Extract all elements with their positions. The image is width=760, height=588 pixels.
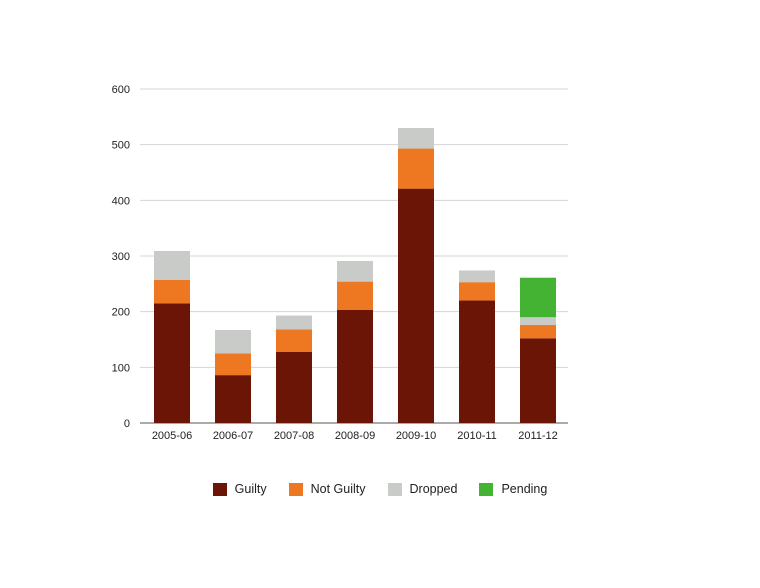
bar-dropped-2008-09	[337, 261, 373, 282]
bar-guilty-2008-09	[337, 309, 373, 423]
x-tick-label: 2009-10	[396, 430, 436, 442]
x-tick-label: 2010-11	[457, 430, 497, 442]
bar-not-guilty-2008-09	[337, 281, 373, 310]
bar-guilty-2006-07	[215, 375, 251, 423]
bar-not-guilty-2011-12	[520, 325, 556, 339]
legend-label-not-guilty: Not Guilty	[310, 482, 366, 496]
bar-guilty-2007-08	[276, 351, 312, 423]
bar-not-guilty-2010-11	[459, 282, 495, 301]
legend-item-dropped[interactable]: Dropped	[387, 482, 458, 496]
bar-not-guilty-2007-08	[276, 329, 312, 352]
legend-label-guilty: Guilty	[234, 482, 267, 496]
y-tick-label: 100	[112, 362, 130, 374]
x-tick-label: 2008-09	[335, 430, 375, 442]
x-tick-label: 2005-06	[152, 430, 192, 442]
stacked-bar-chart: 0 100 200 300 400 500 600 2005-06 2006-07 2007-0…	[112, 84, 568, 442]
x-tick-label: 2006-07	[213, 430, 253, 442]
y-axis-ticks: 0 100 200 300 400 500 600	[112, 84, 130, 430]
bar-dropped-2005-06	[154, 250, 190, 280]
bar-dropped-2010-11	[459, 270, 495, 283]
x-tick-label: 2011-12	[518, 430, 558, 442]
y-tick-label: 500	[112, 140, 130, 152]
bar-dropped-2007-08	[276, 315, 312, 330]
bar-not-guilty-2009-10	[398, 148, 434, 189]
legend-item-guilty[interactable]: Guilty	[212, 482, 267, 496]
y-tick-label: 300	[112, 251, 130, 263]
bar-guilty-2011-12	[520, 338, 556, 423]
legend-item-not-guilty[interactable]: Not Guilty	[288, 482, 366, 496]
bar-not-guilty-2006-07	[215, 353, 251, 376]
bar-not-guilty-2005-06	[154, 279, 190, 304]
legend-swatch-pending	[479, 482, 494, 496]
legend-label-dropped: Dropped	[409, 482, 458, 496]
y-tick-label: 200	[112, 307, 130, 319]
legend-swatch-not-guilty	[288, 482, 303, 496]
legend-item-pending[interactable]: Pending	[479, 482, 547, 496]
bar-dropped-2011-12	[520, 317, 556, 326]
bar-guilty-2009-10	[398, 188, 434, 423]
bars	[154, 127, 556, 423]
bar-dropped-2009-10	[398, 127, 434, 149]
legend-label-pending: Pending	[501, 482, 548, 496]
y-tick-label: 0	[124, 418, 130, 430]
y-tick-label: 400	[112, 195, 130, 207]
x-tick-label: 2007-08	[274, 430, 314, 442]
y-tick-label: 600	[112, 84, 130, 96]
bar-pending-2011-12	[520, 277, 556, 318]
x-axis-ticks: 2005-06 2006-07 2007-08 2008-09 2009-10 2010-…	[152, 430, 558, 442]
bar-guilty-2005-06	[154, 303, 190, 423]
bar-guilty-2010-11	[459, 300, 495, 423]
bar-dropped-2006-07	[215, 330, 251, 354]
legend: Guilty Not Guilty Dropped Pending	[0, 476, 760, 502]
legend-swatch-dropped	[387, 482, 402, 496]
legend-swatch-guilty	[212, 482, 227, 496]
